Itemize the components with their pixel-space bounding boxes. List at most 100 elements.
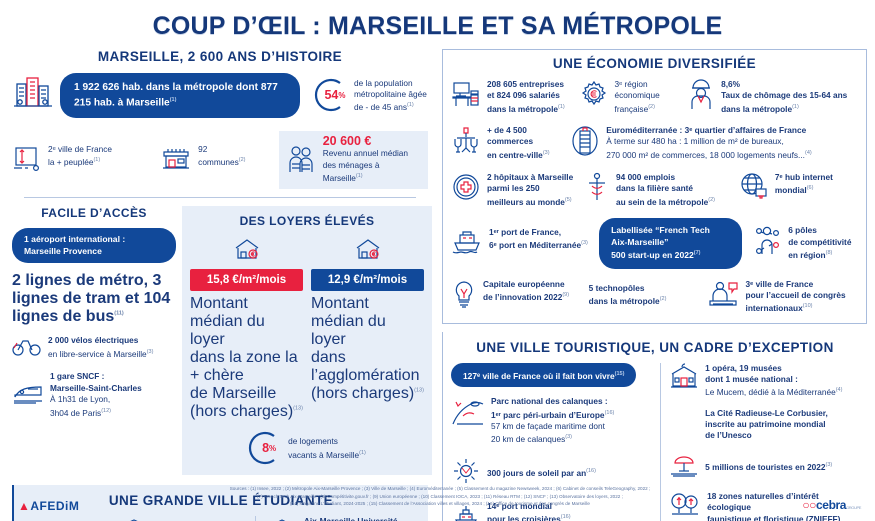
bikes-text: 2 000 vélos électriques en libre-service… — [48, 335, 154, 359]
economy-item-companies-text: 208 605 entreprises et 824 096 salariés d… — [487, 79, 565, 114]
divider-history — [24, 197, 416, 199]
sun-icon — [451, 457, 481, 490]
rent-card-agglomeration: 12,9 €/m²/mois Montant médian du loyer d… — [311, 236, 424, 421]
economy-item-internet-hub: 7ᵉ hub internet mondial(6) — [739, 172, 858, 208]
lightbulb-icon — [451, 279, 477, 314]
communes-text: 92 communes(2) — [198, 143, 246, 167]
economy-item-shops-text: + de 4 500 commerces en centre-ville(3) — [487, 124, 550, 160]
tourism-museums-text: 1 opéra, 19 musées dont 1 musée national… — [705, 362, 843, 398]
economy-item-innovation-text: Capitale européenne de l’innovation 2022… — [483, 278, 570, 302]
economy-heading: UNE ÉCONOMIE DIVERSIFIÉE — [552, 56, 757, 71]
economy-item-unemployment: 8,6% Taux de chômage des 15-64 ans dans … — [687, 79, 858, 115]
cargo-ship-icon — [451, 227, 483, 260]
section-tourism: UNE VILLE TOURISTIQUE, UN CADRE D’EXCEPT… — [442, 331, 867, 521]
caduceus-icon — [584, 172, 610, 207]
beach-parasol-icon — [669, 451, 699, 482]
tourism-right: 1 opéra, 19 musées dont 1 musée national… — [669, 363, 859, 521]
airport-pill: 1 aéroport international : Marseille Pro… — [12, 228, 176, 264]
sources-text: Sources : (1) Insee, 2022 ; (2) Métropol… — [229, 486, 651, 507]
economy-item-technopoles-text: 5 technopôles dans la métropole(2) — [588, 282, 667, 306]
economy-item-unemployment-text: 8,6% Taux de chômage des 15-64 ans dans … — [721, 79, 848, 114]
right-column: UNE ÉCONOMIE DIVERSIFIÉE — [438, 49, 875, 521]
section-history: MARSEILLE, 2 600 ANS D’HISTOIRE — [12, 49, 428, 190]
blueprint-icon — [12, 144, 42, 177]
speaker-podium-icon — [708, 279, 740, 312]
economy-item-health-jobs: 94 000 emplois dans la filière santé au s… — [584, 172, 733, 208]
tower-icon — [570, 125, 600, 162]
left-column: MARSEILLE, 2 600 ANS D’HISTOIRE — [0, 49, 438, 521]
rent-desc-agglomeration: Montant médian du loyer dans l’aggloméra… — [311, 295, 424, 403]
tourism-left: 127ᵉ ville de France où il fait bon vivr… — [451, 362, 652, 521]
globe-network-icon — [739, 172, 769, 205]
city-buildings-icon — [12, 72, 54, 119]
tourism-znieff-text: 18 zones naturelles d’intérêt écologique… — [707, 490, 841, 521]
percent-arc-under45: 54% — [314, 78, 348, 112]
tourism-unesco-text: La Cité Radieuse-Le Corbusier, inscrite … — [705, 407, 828, 441]
economy-item-clusters: 6 pôles de compétitivité en région(8) — [754, 225, 858, 261]
economy-item-companies: 208 605 entreprises et 824 096 salariés d… — [451, 79, 573, 115]
income-card: 20 600 € Revenu annuel médian des ménage… — [278, 131, 428, 190]
student-heading: UNE GRANDE VILLE ÉTUDIANTE — [108, 493, 334, 509]
population-pill: 1 922 626 hab. dans la métropole dont 87… — [60, 73, 300, 118]
cebra-logo: ○○cebraGROUPE — [802, 498, 861, 512]
economy-item-euromed: Euroméditerranée : 3ᵉ quartier d’affaire… — [570, 125, 858, 162]
economy-item-health-jobs-text: 94 000 emplois dans la filière santé au s… — [616, 171, 715, 207]
section-access-rents: FACILE D’ACCÈS 1 aéroport international … — [12, 206, 432, 476]
section-rents: DES LOYERS ÉLEVÉS — [182, 206, 432, 476]
bicycle-icon — [12, 335, 42, 362]
section-student: UNE GRANDE VILLE ÉTUDIANTE — [12, 485, 428, 521]
tourism-calanques-text: Parc national des calanques : 1ᵉʳ parc p… — [491, 396, 615, 445]
shop-icon — [160, 144, 192, 177]
rent-card-expensive: 15,8 €/m²/mois Montant médian du loyer d… — [190, 236, 303, 421]
people-network-icon — [754, 225, 782, 260]
livable-pill: 127ᵉ ville de France où il fait bon vivr… — [451, 362, 637, 388]
income-text: 20 600 € Revenu annuel médian des ménage… — [322, 134, 409, 183]
tourism-heading: UNE VILLE TOURISTIQUE, UN CADRE D’EXCEPT… — [476, 339, 834, 355]
section-access: FACILE D’ACCÈS 1 aéroport international … — [12, 206, 176, 475]
student-amu: Aix-Marseille Université (AMU) 17 compos… — [266, 516, 418, 521]
economy-item-technopoles: 5 technopôles dans la métropole(2) — [589, 279, 702, 315]
economy-item-port: 1ᵉʳ port de France, 6ᵉ port en Méditerra… — [451, 227, 593, 260]
cafe-table-icon — [451, 125, 481, 160]
second-city-text: 2ᵉ ville de France la + peuplée(1) — [48, 143, 112, 167]
university-building-icon — [266, 516, 298, 521]
economy-item-congress-text: 3ᵉ ville de France pour l’accueil de cong… — [745, 278, 846, 314]
economy-item-region-text: 3ᵉ région économique française(2) — [614, 79, 660, 114]
tourism-tourists-text: 5 millions de touristes en 2022(3) — [705, 461, 833, 472]
history-heading: MARSEILLE, 2 600 ANS D’HISTOIRE — [97, 49, 343, 64]
under45-text: de la population métropolitaine âgée de - … — [354, 77, 427, 113]
house-euro-icon-2 — [353, 236, 383, 267]
economy-item-clusters-text: 6 pôles de compétitivité en région(8) — [788, 225, 852, 260]
tourism-cruise-text: 14ᵉ port mondial pour les croisières(16) — [487, 500, 571, 521]
economy-item-innovation: Capitale européenne de l’innovation 2022… — [451, 279, 583, 315]
economy-item-internet-hub-text: 7ᵉ hub internet mondial(6) — [774, 171, 833, 196]
percent-arc-vacancy: 8% — [248, 431, 282, 465]
desk-computer-icon — [451, 79, 481, 114]
economy-item-region: 3ᵉ région économique française(2) — [579, 79, 682, 115]
gear-euro-icon — [579, 79, 609, 114]
page-title: COUP D’ŒIL : MARSEILLE ET SA MÉTROPOLE — [152, 12, 723, 40]
two-column-layout: MARSEILLE, 2 600 ANS D’HISTOIRE — [0, 41, 875, 521]
transport-text: 2 lignes de métro, 3 lignes de tram et 1… — [12, 272, 171, 326]
access-heading: FACILE D’ACCÈS — [41, 206, 147, 221]
tourism-sun-text: 300 jours de soleil par an(16) — [487, 468, 596, 479]
train-icon — [12, 371, 44, 410]
economy-item-euromed-text: Euroméditerranée : 3ᵉ quartier d’affaire… — [606, 124, 812, 160]
economy-item-shops: + de 4 500 commerces en centre-ville(3) — [451, 125, 564, 162]
house-euro-icon — [232, 236, 262, 267]
museum-icon — [669, 362, 699, 396]
rent-amount-expensive: 15,8 €/m²/mois — [190, 269, 303, 292]
economy-item-port-text: 1ᵉʳ port de France, 6ᵉ port en Méditerra… — [489, 226, 588, 250]
hospital-cross-icon — [451, 172, 481, 207]
calanques-icon — [451, 396, 485, 433]
trees-icon — [669, 491, 701, 521]
rent-desc-expensive: Montant médian du loyer dans la zone la … — [190, 295, 303, 421]
rent-amount-agglomeration: 12,9 €/m²/mois — [311, 269, 424, 292]
section-economy: UNE ÉCONOMIE DIVERSIFIÉE — [442, 49, 867, 324]
rents-heading: DES LOYERS ÉLEVÉS — [239, 214, 375, 229]
economy-item-hospitals-text: 2 hôpitaux à Marseille parmi les 250 meil… — [487, 171, 574, 207]
vacancy-text: de logements vacants à Marseille(1) — [288, 436, 366, 460]
footer: Sources : (1) Insee, 2022 ; (2) Métropol… — [0, 483, 875, 521]
worker-icon — [687, 79, 715, 114]
